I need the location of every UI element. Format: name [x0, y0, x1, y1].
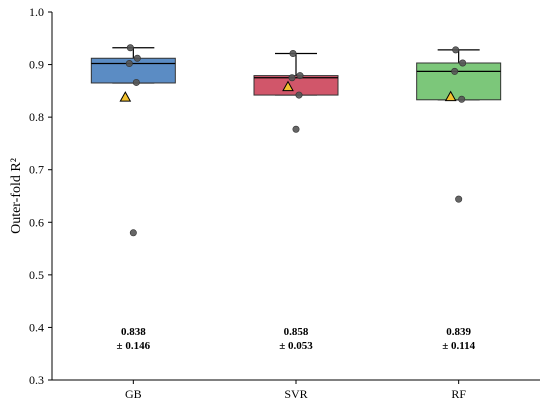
y-tick-label: 0.9 — [29, 58, 44, 72]
boxes — [90, 44, 502, 237]
y-ticks: 0.3 0.4 0.5 0.6 0.7 0.8 0.9 1.0 — [29, 5, 52, 387]
x-tick-label: GB — [125, 387, 142, 401]
stat-sd-svr: ± 0.053 — [279, 340, 313, 352]
data-point — [289, 50, 297, 58]
data-point — [295, 91, 303, 99]
box-svr — [253, 50, 339, 133]
data-point — [129, 229, 137, 237]
iqr-box — [253, 75, 339, 96]
data-point — [125, 60, 133, 68]
iqr-box — [416, 62, 502, 101]
mean-marker — [444, 90, 457, 102]
x-tick-label: RF — [451, 387, 466, 401]
y-tick-label: 0.4 — [29, 320, 44, 334]
data-point — [455, 195, 463, 203]
iqr-box — [90, 57, 176, 84]
y-tick-label: 0.8 — [29, 110, 44, 124]
data-point — [133, 54, 141, 62]
stat-mean-svr: 0.858 — [284, 326, 309, 338]
box-rf — [416, 46, 502, 203]
x-ticks: GB SVR RF — [125, 380, 466, 401]
data-point — [126, 44, 134, 52]
stat-mean-rf: 0.839 — [446, 326, 471, 338]
y-tick-label: 0.3 — [29, 373, 44, 387]
y-tick-label: 0.7 — [29, 163, 44, 177]
mean-marker — [282, 80, 294, 92]
data-point — [288, 74, 296, 82]
stat-labels: 0.838 ± 0.146 0.858 ± 0.053 0.839 ± 0.114 — [117, 326, 476, 352]
stat-mean-gb: 0.838 — [121, 326, 146, 338]
data-point — [458, 95, 466, 103]
data-point — [132, 78, 140, 86]
mean-marker — [119, 91, 132, 102]
data-point — [451, 67, 459, 75]
data-point — [459, 59, 467, 67]
y-tick-label: 1.0 — [29, 5, 44, 19]
y-tick-label: 0.5 — [29, 268, 44, 282]
stat-sd-gb: ± 0.146 — [117, 340, 151, 352]
box-gb — [90, 44, 176, 237]
y-tick-label: 0.6 — [29, 215, 44, 229]
x-tick-label: SVR — [284, 387, 307, 401]
data-point — [452, 46, 460, 54]
data-point — [292, 125, 300, 133]
stat-sd-rf: ± 0.114 — [442, 340, 475, 352]
data-point — [296, 72, 304, 80]
y-axis-title: Outer-fold R² — [9, 158, 24, 234]
